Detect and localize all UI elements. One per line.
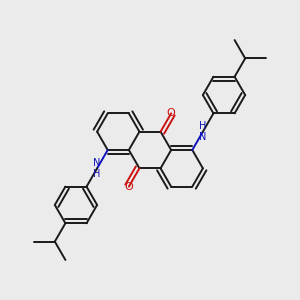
Text: N
H: N H <box>93 158 101 179</box>
Text: O: O <box>167 108 176 118</box>
Text: H
N: H N <box>199 121 207 142</box>
Text: O: O <box>124 182 133 192</box>
